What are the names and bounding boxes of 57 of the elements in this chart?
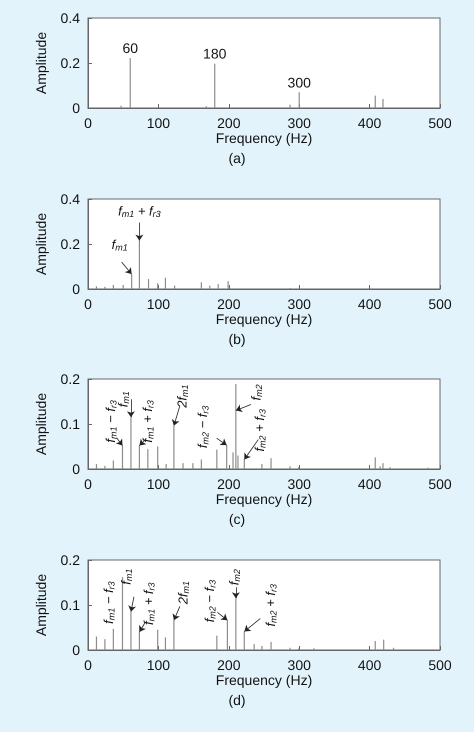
x-axis-title: Frequency (Hz): [216, 130, 312, 146]
x-tick-label: 300: [288, 296, 312, 312]
y-tick-label: 0: [72, 461, 80, 477]
x-tick-label: 200: [217, 476, 241, 492]
text: (c): [228, 511, 246, 527]
y-tick-label: 0.1: [60, 596, 80, 612]
x-tick-label: 100: [146, 115, 170, 131]
x-tick-label: 0: [84, 115, 92, 131]
y-axis-title: Amplitude: [33, 392, 49, 456]
annotation: fm2 − fr3: [195, 406, 211, 448]
x-axis-title: Frequency (Hz): [216, 671, 312, 688]
annotation: fm2: [226, 568, 242, 585]
y-axis-title: Amplitude: [33, 573, 49, 636]
x-tick-label: 400: [358, 476, 382, 492]
annotation: 60: [122, 40, 138, 56]
y-tick-label: 0: [72, 280, 80, 296]
text: (d): [228, 692, 246, 708]
x-tick-label: 400: [358, 656, 382, 672]
x-tick-label: 0: [84, 476, 92, 492]
y-tick-label: 0.4: [60, 10, 80, 26]
x-tick-label: 400: [358, 115, 382, 131]
text: (a): [228, 150, 246, 166]
annotation: 180: [203, 46, 227, 62]
y-tick-label: 0.2: [60, 552, 80, 568]
y-axis-title: Amplitude: [33, 32, 49, 94]
x-tick-label: 300: [288, 656, 312, 672]
annotation: fm1 + fr3: [140, 400, 156, 443]
text: (b): [228, 330, 246, 346]
x-tick-label: 500: [428, 476, 452, 492]
x-tick-label: 300: [288, 476, 312, 492]
annotation: fm1: [118, 568, 134, 584]
x-axis-title: Frequency (Hz): [216, 490, 312, 507]
y-tick-label: 0.2: [60, 55, 80, 71]
x-tick-label: 200: [217, 296, 241, 312]
x-tick-label: 100: [146, 296, 170, 312]
y-tick-label: 0.1: [60, 416, 80, 432]
y-tick-label: 0.4: [60, 190, 80, 206]
y-axis-title: Amplitude: [33, 212, 49, 275]
x-tick-label: 500: [428, 656, 452, 672]
x-tick-label: 100: [146, 476, 170, 492]
x-tick-label: 100: [146, 656, 170, 672]
x-tick-label: 500: [428, 296, 452, 312]
x-tick-label: 200: [217, 115, 241, 131]
y-tick-label: 0.2: [60, 236, 80, 252]
x-tick-label: 300: [288, 115, 312, 131]
y-tick-label: 0: [72, 642, 80, 658]
annotation: 2fm1: [174, 384, 190, 409]
x-axis-title: Frequency (Hz): [216, 310, 312, 326]
annotation: 300: [288, 74, 312, 90]
y-tick-label: 0: [72, 100, 80, 116]
x-tick-label: 400: [358, 296, 382, 312]
annotation: 2fm1: [175, 580, 191, 605]
y-tick-label: 0.2: [60, 371, 80, 387]
x-tick-label: 200: [217, 656, 241, 672]
x-tick-label: 0: [84, 296, 92, 312]
x-tick-label: 500: [428, 115, 452, 131]
x-tick-label: 0: [84, 656, 92, 672]
